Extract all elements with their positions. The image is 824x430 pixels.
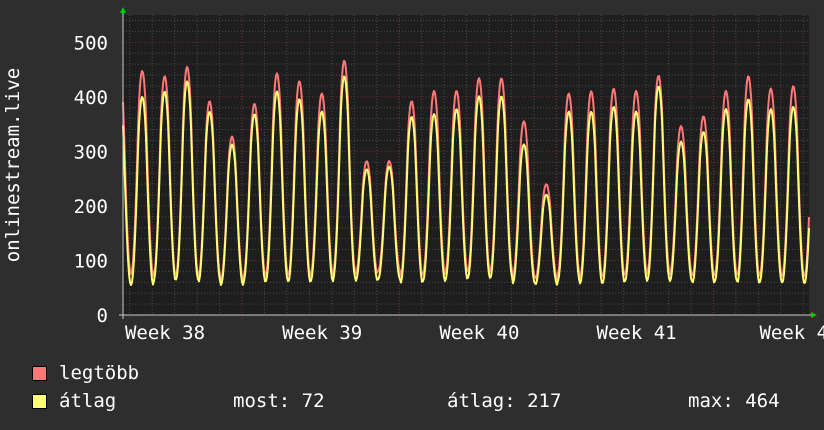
y-tick-label: 0 <box>97 305 108 327</box>
x-tick-label: Week 38 <box>125 322 205 344</box>
stat-most: most: 72 <box>233 390 325 412</box>
stat-atlag-value: 217 <box>527 390 562 412</box>
y-tick-label: 300 <box>74 141 108 163</box>
y-tick-label: 200 <box>74 196 108 218</box>
x-axis-ticks: Week 38 Week 39 Week 40 Week 41 Week 4 <box>125 322 824 344</box>
y-axis-arrow-icon <box>120 7 126 13</box>
legend-swatch-atlag <box>32 394 47 409</box>
y-axis-label: onlinestream.live <box>2 68 24 262</box>
series-lines <box>122 59 810 286</box>
y-tick-label: 100 <box>74 250 108 272</box>
legend-label-atlag: átlag <box>59 390 117 412</box>
x-axis-arrow-icon <box>811 312 817 318</box>
legend-label-legtobb: legtöbb <box>59 362 140 384</box>
y-tick-label: 400 <box>74 87 108 109</box>
x-tick-label: Week 39 <box>282 322 362 344</box>
stat-most-value: 72 <box>301 390 325 412</box>
stat-max: max: 464 <box>688 390 780 412</box>
stat-atlag-label: átlag: <box>447 390 516 412</box>
stat-max-value: 464 <box>745 390 780 412</box>
y-axis-ticks: 0 100 200 300 400 500 <box>74 32 108 327</box>
y-tick-label: 500 <box>74 32 108 54</box>
legend-swatch-legtobb <box>32 366 47 381</box>
x-tick-label: Week 41 <box>597 322 677 344</box>
stat-max-label: max: <box>688 390 734 412</box>
stat-most-label: most: <box>233 390 291 412</box>
x-tick-label: Week 4 <box>759 322 824 344</box>
x-tick-label: Week 40 <box>439 322 519 344</box>
stat-atlag: átlag: 217 <box>447 390 561 412</box>
series-line-atlag <box>122 75 810 286</box>
